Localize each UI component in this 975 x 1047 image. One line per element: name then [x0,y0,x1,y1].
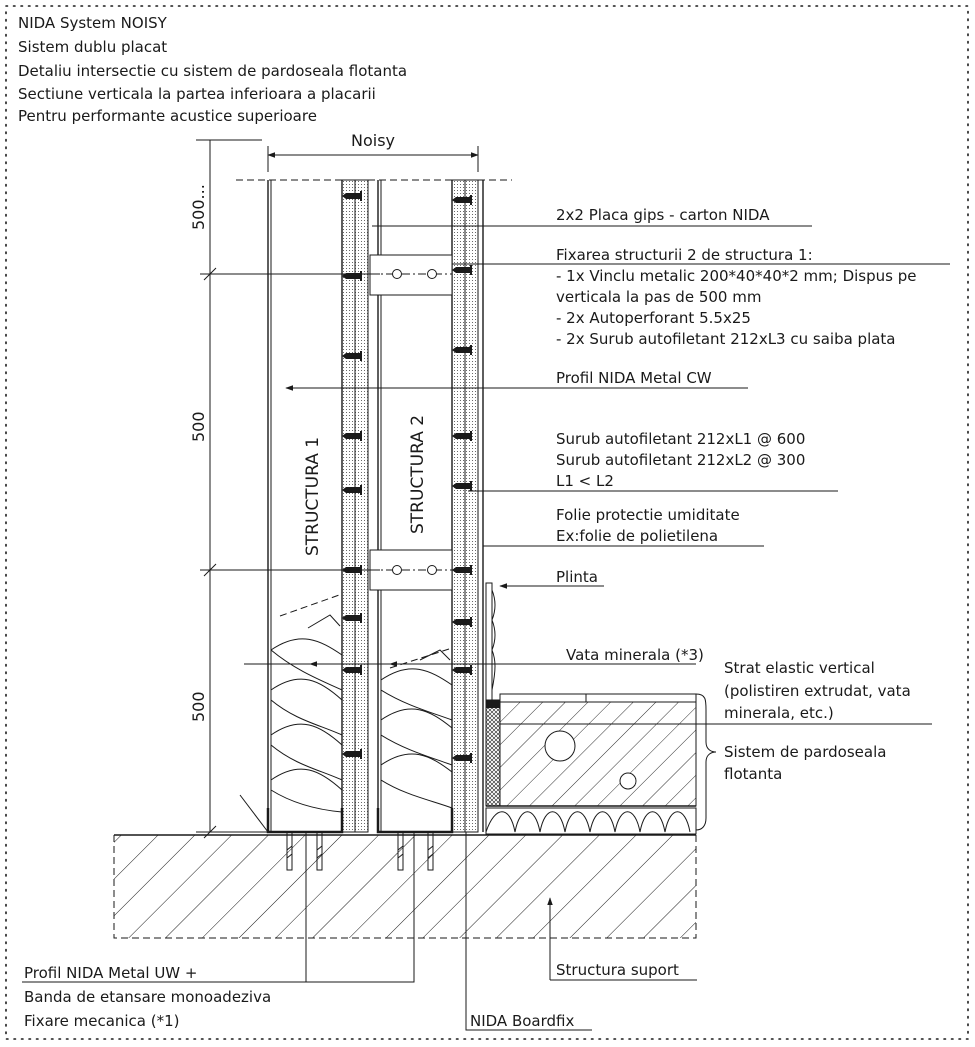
dimension-lines: Noisy 500... 500 500 [189,131,479,839]
callout-strat-3: minerala, etc.) [724,704,834,722]
callout-fix-2: verticala la pas de 500 mm [556,288,761,306]
callout-strat-1: Strat elastic vertical [724,659,875,677]
dim-bottom: 500 [189,691,208,722]
callout-vata: Vata minerala (*3) [566,646,704,664]
callout-surub-3: L1 < L2 [556,472,614,490]
callout-fix-title: Fixarea structurii 2 de structura 1: [556,246,813,264]
callout-plinta: Plinta [556,568,598,586]
callout-strat-2: (polistiren extrudat, vata [724,682,911,700]
support-slab [113,834,697,939]
structure-2-label: STRUCTURA 2 [408,415,428,534]
dim-noisy: Noisy [351,131,395,150]
callout-surub-1: Surub autofiletant 212xL1 @ 600 [556,430,805,448]
floating-floor [485,582,697,835]
header-line-4: Sectiune verticala la partea inferioara … [18,85,376,103]
callout-uw-1: Profil NIDA Metal UW + [24,964,197,982]
header-notes: NIDA System NOISY Sistem dublu placat De… [18,14,407,125]
metal-bracket-bottom [369,549,453,591]
metal-bracket-top [369,254,453,296]
callout-sistem-2: flotanta [724,765,782,783]
callout-profil-cw: Profil NIDA Metal CW [556,369,712,387]
dim-top: 500... [189,184,208,230]
callout-boardfix: NIDA Boardfix [470,1012,574,1030]
header-line-5: Pentru performante acustice superioare [18,107,317,125]
anchor-fixings [286,832,434,871]
header-line-2: Sistem dublu placat [18,38,167,56]
header-line-1: NIDA System NOISY [18,14,168,32]
callout-uw-3: Fixare mecanica (*1) [24,1012,180,1030]
callout-fix-3: - 2x Autoperforant 5.5x25 [556,309,751,327]
callout-fix-4: - 2x Surub autofiletant 212xL3 cu saiba … [556,330,896,348]
mineral-wool-2 [380,647,453,809]
drawing-frame [5,5,969,1040]
callout-uw-2: Banda de etansare monoadeziva [24,988,271,1006]
callout-surub-2: Surub autofiletant 212xL2 @ 300 [556,451,805,469]
callout-placa: 2x2 Placa gips - carton NIDA [556,206,770,224]
callout-structura-suport: Structura suport [556,961,679,979]
header-line-3: Detaliu intersectie cu sistem de pardose… [18,62,407,80]
callout-folie-1: Folie protectie umiditate [556,506,740,524]
callout-sistem-1: Sistem de pardoseala [724,743,886,761]
callout-fix-1: - 1x Vinclu metalic 200*40*40*2 mm; Disp… [556,267,916,285]
callout-folie-2: Ex:folie de polietilena [556,527,718,545]
double-wall-section: STRUCTURA 1 STRUCTURA 2 [236,179,512,871]
structure-1-label: STRUCTURA 1 [303,437,323,556]
callouts: 2x2 Placa gips - carton NIDA Fixarea str… [22,206,950,1031]
mineral-wool-1 [270,593,343,813]
dim-middle: 500 [189,411,208,442]
